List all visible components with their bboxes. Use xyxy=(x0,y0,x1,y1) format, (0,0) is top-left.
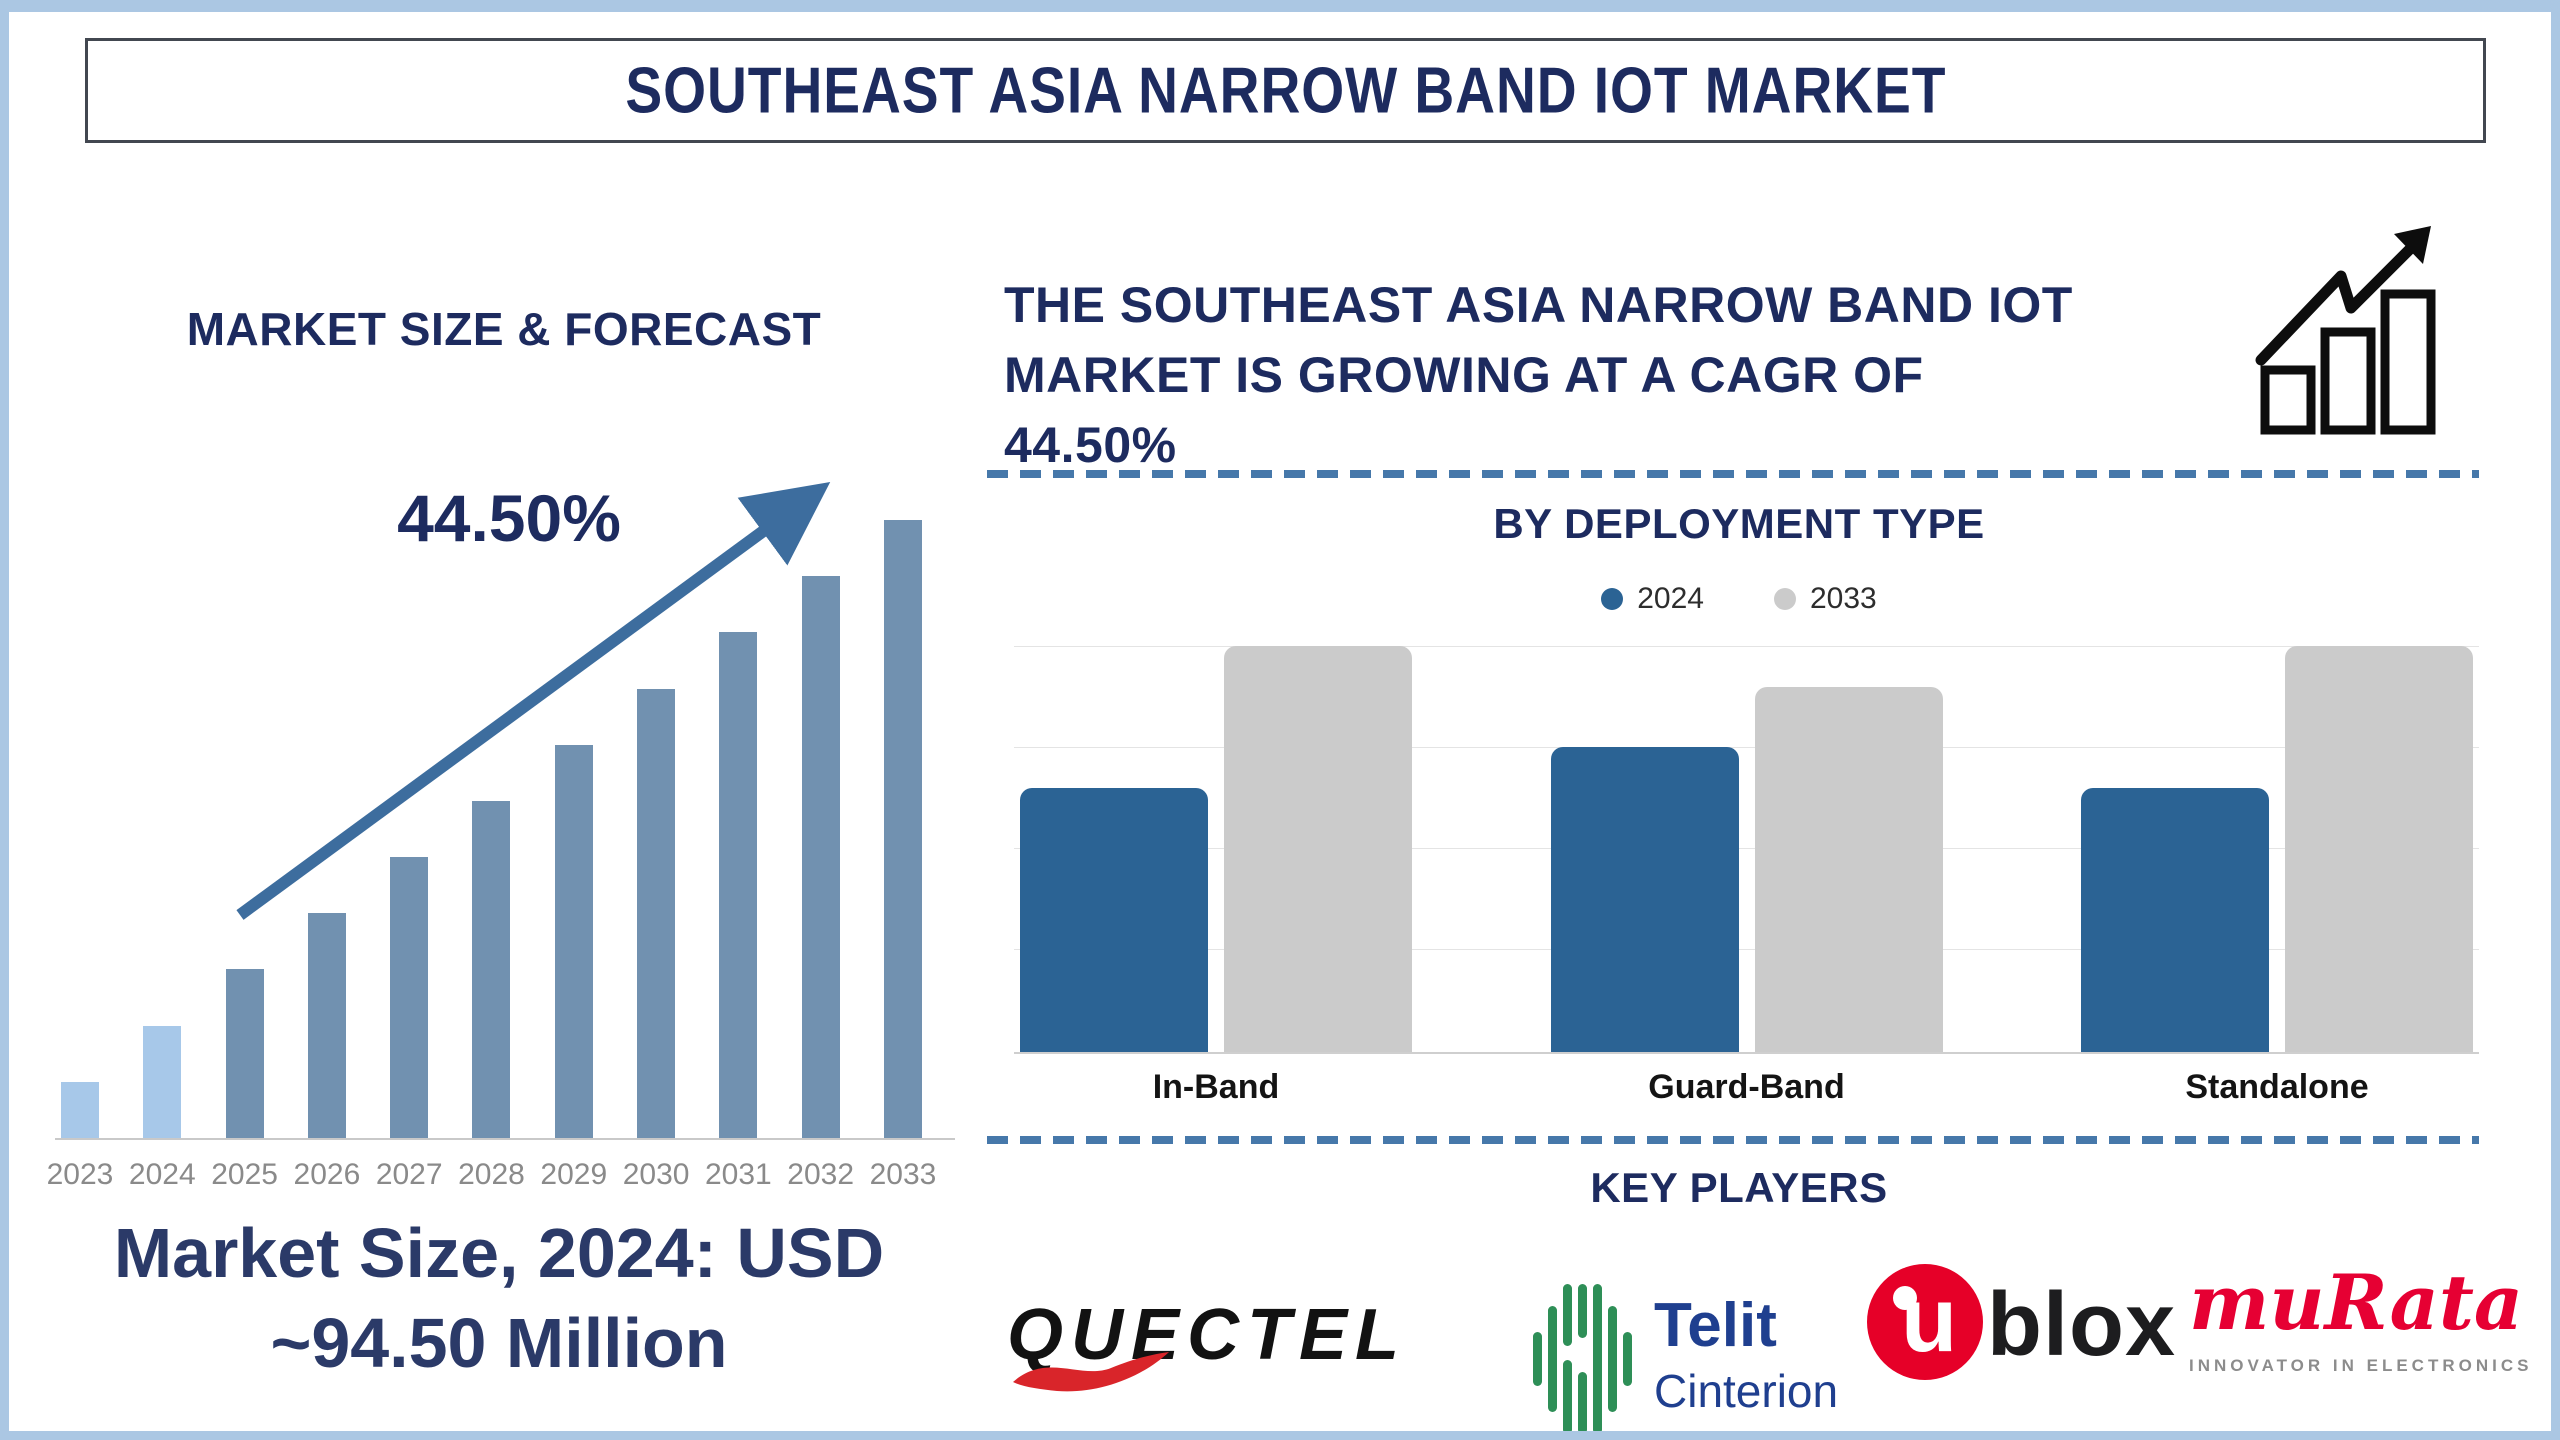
forecast-year-label: 2029 xyxy=(540,1158,608,1191)
cagr-headline-line1: THE SOUTHEAST ASIA NARROW BAND IOT xyxy=(1004,277,2073,333)
murata-logo: muRata xyxy=(2189,1258,2524,1347)
forecast-year-label: 2031 xyxy=(705,1158,772,1191)
cagr-headline-line2: MARKET IS GROWING AT A CAGR OF xyxy=(1004,347,1924,403)
gridline xyxy=(1014,747,2479,748)
gridline xyxy=(1014,848,2479,849)
forecast-bars xyxy=(61,520,922,1138)
forecast-bar-2031 xyxy=(719,632,758,1138)
legend-dot-2024 xyxy=(1601,588,1624,610)
forecast-bar-2033 xyxy=(883,520,922,1138)
deployment-bar-Guard-Band-2024 xyxy=(1550,747,1739,1052)
deployment-category-label: In-Band xyxy=(1152,1068,1280,1106)
murata-tagline: INNOVATOR IN ELECTRONICS xyxy=(2189,1356,2533,1375)
forecast-year-label: 2032 xyxy=(787,1158,855,1191)
forecast-year-label: 2025 xyxy=(211,1158,278,1191)
telit-waveform-icon xyxy=(1533,1284,1632,1431)
forecast-heading: MARKET SIZE & FORECAST xyxy=(186,303,822,355)
market-size-note-line1: Market Size, 2024: USD xyxy=(113,1214,885,1292)
deployment-bar-In-Band-2024 xyxy=(1020,788,1208,1052)
forecast-bar-2028 xyxy=(472,801,511,1138)
deployment-bars xyxy=(1014,646,2479,1052)
deployment-bar-Standalone-2033 xyxy=(2285,646,2473,1052)
cagr-label: 44.50% xyxy=(397,481,621,555)
forecast-bar-2024 xyxy=(143,1026,182,1138)
forecast-bar-2030 xyxy=(637,689,676,1138)
growth-chart-icon xyxy=(2255,226,2436,435)
ublox-dot-icon xyxy=(1893,1286,1917,1310)
deployment-bar-In-Band-2033 xyxy=(1224,646,1412,1052)
market-size-note-line2: ~94.50 Million xyxy=(270,1304,728,1382)
key-players-title: KEY PLAYERS xyxy=(1590,1164,1888,1211)
market-size-note: Market Size, 2024: USD ~94.50 Million xyxy=(59,1208,939,1388)
cagr-headline-line3: 44.50% xyxy=(1004,417,1177,473)
deployment-axis-line xyxy=(1014,1052,2479,1054)
deployment-gridlines xyxy=(1014,646,2479,1052)
quectel-logo: QUECTEL xyxy=(1007,1295,1408,1375)
title-banner: SOUTHEAST ASIA NARROW BAND IOT MARKET xyxy=(85,38,2486,143)
deployment-legend: 2024 2033 xyxy=(1009,582,2469,616)
deployment-bar-Guard-Band-2033 xyxy=(1754,687,1943,1052)
forecast-year-label: 2030 xyxy=(622,1158,690,1191)
forecast-year-label: 2028 xyxy=(458,1158,525,1191)
legend-label-2024: 2024 xyxy=(1637,582,1704,615)
ublox-circle-icon: u xyxy=(1867,1264,1983,1380)
deployment-group-Guard-Band xyxy=(1550,646,1943,1052)
dashed-divider-bottom xyxy=(987,1136,2479,1144)
page-title: SOUTHEAST ASIA NARROW BAND IOT MARKET xyxy=(625,54,1946,127)
ublox-u-glyph: u xyxy=(1901,1269,1958,1371)
legend-item-2024: 2024 xyxy=(1601,582,1704,616)
legend-dot-2033 xyxy=(1774,588,1796,610)
legend-item-2033: 2033 xyxy=(1774,582,1877,616)
forecast-year-label: 2033 xyxy=(869,1158,937,1191)
deployment-group-Standalone xyxy=(2081,646,2473,1052)
telit-logo-text: Telit xyxy=(1654,1291,1777,1360)
forecast-axis-line xyxy=(55,1138,955,1140)
deployment-section-title: BY DEPLOYMENT TYPE xyxy=(1493,500,1985,547)
forecast-year-label: 2023 xyxy=(46,1158,114,1191)
forecast-year-labels: 2023 2024 2025 2026 2027 2028 2029 2030 2031 2032… xyxy=(46,1158,937,1192)
cinterion-logo-text: Cinterion xyxy=(1654,1365,1839,1417)
deployment-category-label: Guard-Band xyxy=(1648,1068,1845,1106)
forecast-bar-2032 xyxy=(801,576,840,1138)
gridline xyxy=(1014,949,2479,950)
gridline xyxy=(1014,646,2479,647)
ublox-logo-text: blox xyxy=(1987,1275,2177,1375)
deployment-category-labels: In-Band Guard-Band Standalone xyxy=(1014,1068,2479,1107)
dashed-divider-top xyxy=(987,470,2479,478)
forecast-year-label: 2026 xyxy=(293,1158,361,1191)
forecast-bar-2029 xyxy=(554,745,593,1138)
quectel-swoosh-icon xyxy=(1013,1352,1169,1392)
deployment-category-label: Standalone xyxy=(2185,1068,2369,1106)
forecast-year-label: 2024 xyxy=(128,1158,196,1191)
deployment-group-In-Band xyxy=(1020,646,1412,1052)
forecast-year-label: 2027 xyxy=(375,1158,443,1191)
deployment-bar-Standalone-2024 xyxy=(2081,788,2269,1052)
cagr-headline: THE SOUTHEAST ASIA NARROW BAND IOT MARKE… xyxy=(1004,270,2284,480)
legend-label-2033: 2033 xyxy=(1810,582,1877,615)
forecast-bar-2023 xyxy=(61,1082,99,1138)
forecast-bar-2027 xyxy=(390,857,429,1138)
forecast-bar-2026 xyxy=(307,913,346,1138)
forecast-bar-2025 xyxy=(225,969,264,1138)
